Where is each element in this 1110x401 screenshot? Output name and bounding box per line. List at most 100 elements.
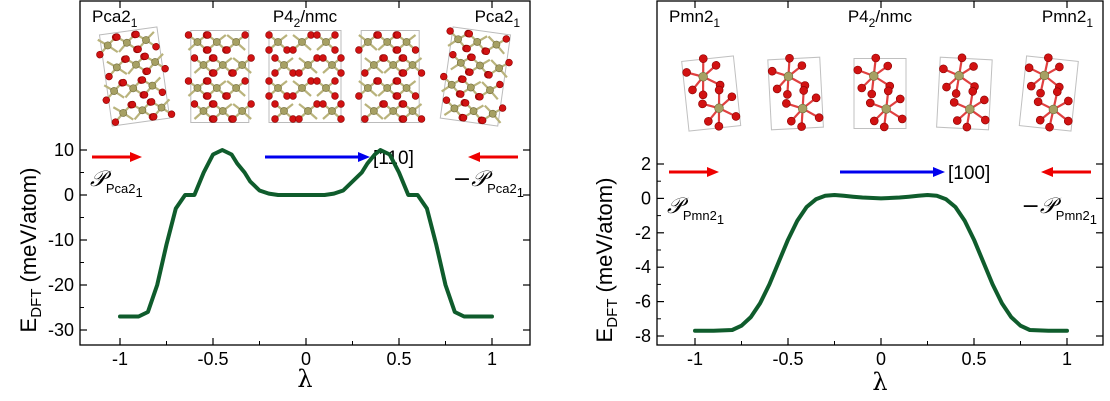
oxygen-atom-icon: [271, 115, 279, 123]
oxygen-atom-icon: [440, 72, 448, 81]
oxygen-atom-icon: [331, 92, 339, 100]
oxygen-atom-icon: [897, 114, 907, 124]
oxygen-atom-icon: [167, 110, 176, 118]
y-tick-label: -20: [48, 275, 74, 295]
polarization-label-right: −𝒫Pmn21: [1021, 194, 1097, 227]
oxygen-atom-icon: [355, 92, 363, 100]
oxygen-atom-icon: [1035, 115, 1045, 125]
oxygen-atom-icon: [957, 53, 967, 63]
oxygen-atom-icon: [210, 69, 218, 77]
oxygen-atom-icon: [184, 31, 193, 39]
cation-atom-icon: [298, 84, 306, 92]
cation-atom-icon: [132, 60, 140, 69]
oxygen-atom-icon: [785, 53, 794, 63]
y-tick-label: 2: [641, 154, 651, 174]
energy-curve-line: [118, 148, 494, 319]
oxygen-atom-icon: [883, 61, 893, 71]
oxygen-atom-icon: [210, 54, 218, 62]
oxygen-atom-icon: [772, 84, 782, 94]
oxygen-atom-icon: [688, 85, 697, 95]
oxygen-atom-icon: [204, 46, 212, 54]
y-axis-title: EDFT (meV/atom): [592, 178, 621, 343]
cation-atom-icon: [783, 71, 794, 82]
oxygen-atom-icon: [478, 116, 487, 125]
oxygen-atom-icon: [857, 83, 867, 93]
oxygen-atom-icon: [113, 33, 121, 41]
cation-atom-icon: [274, 38, 282, 46]
oxygen-atom-icon: [393, 31, 402, 39]
cation-atom-icon: [304, 61, 312, 69]
oxygen-atom-icon: [229, 69, 237, 77]
oxygen-atom-icon: [704, 117, 713, 126]
oxygen-atom-icon: [204, 92, 212, 100]
oxygen-atom-icon: [210, 115, 218, 123]
oxygen-atom-icon: [393, 92, 402, 100]
oxygen-atom-icon: [446, 27, 454, 35]
oxygen-atom-icon: [241, 77, 249, 85]
oxygen-atom-icon: [319, 54, 327, 62]
oxygen-atom-icon: [814, 113, 824, 123]
cation-atom-icon: [714, 103, 724, 113]
oxygen-atom-icon: [714, 85, 724, 95]
oxygen-atom-icon: [867, 89, 877, 99]
cation-atom-icon: [383, 84, 392, 92]
oxygen-atom-icon: [313, 77, 321, 85]
oxygen-atom-icon: [459, 114, 468, 122]
oxygen-atom-icon: [158, 88, 167, 96]
oxygen-atom-icon: [331, 31, 339, 39]
y-tick-label: -4: [635, 257, 651, 277]
phase-label-center: P42/nmc: [848, 7, 913, 30]
oxygen-atom-icon: [210, 100, 218, 108]
cation-atom-icon: [218, 61, 227, 69]
oxygen-atom-icon: [204, 31, 212, 39]
cation-atom-icon: [473, 38, 482, 46]
oxygen-atom-icon: [980, 115, 990, 125]
oxygen-atom-icon: [871, 53, 881, 63]
oxygen-atom-icon: [265, 46, 273, 54]
oxygen-atom-icon: [797, 61, 807, 70]
oxygen-atom-icon: [411, 46, 420, 54]
cation-atom-icon: [129, 84, 138, 93]
cation-atom-icon: [322, 38, 330, 46]
polarization-label-left: 𝒫Pca21: [90, 167, 143, 200]
oxygen-atom-icon: [223, 46, 231, 54]
oxygen-atom-icon: [476, 93, 484, 101]
oxygen-atom-icon: [1055, 62, 1064, 72]
cation-atom-icon: [797, 103, 808, 114]
oxygen-atom-icon: [465, 30, 473, 38]
oxygen-atom-icon: [295, 69, 303, 77]
oxygen-atom-icon: [502, 35, 510, 43]
oxygen-atom-icon: [223, 92, 231, 100]
x-tick-label: -0.5: [197, 349, 228, 369]
x-tick-label: -1: [687, 349, 703, 369]
crystal-structure-icon: [681, 54, 742, 132]
cation-atom-icon: [232, 38, 241, 46]
oxygen-atom-icon: [783, 90, 792, 99]
cation-atom-icon: [122, 38, 131, 47]
oxygen-atom-icon: [190, 54, 199, 62]
oxygen-atom-icon: [337, 69, 345, 77]
oxygen-atom-icon: [143, 67, 152, 75]
oxygen-atom-icon: [682, 68, 691, 77]
x-tick-label: -0.5: [772, 349, 803, 369]
cation-atom-icon: [274, 84, 282, 92]
cation-atom-icon: [199, 107, 208, 115]
oxygen-atom-icon: [128, 100, 137, 109]
cation-atom-icon: [119, 109, 128, 117]
oxygen-atom-icon: [374, 77, 382, 85]
oxygen-atom-icon: [1043, 53, 1053, 63]
oxygen-atom-icon: [969, 62, 978, 71]
x-tick-label: 0: [876, 349, 886, 369]
oxygen-atom-icon: [865, 98, 875, 108]
polarization-arrow-right: [1041, 167, 1091, 177]
y-axis-title: EDFT (meV/atom): [16, 168, 45, 333]
oxygen-atom-icon: [399, 100, 408, 108]
oxygen-atom-icon: [374, 31, 382, 39]
oxygen-atom-icon: [482, 47, 491, 55]
phase-label-right: Pca21: [475, 7, 521, 30]
cation-atom-icon: [193, 84, 202, 92]
cation-atom-icon: [383, 38, 392, 46]
crystal-structure-icon: [853, 53, 907, 132]
oxygen-atom-icon: [331, 46, 339, 54]
